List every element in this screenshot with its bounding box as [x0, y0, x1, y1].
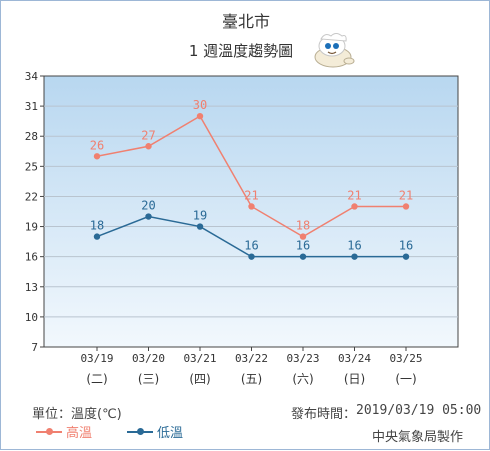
x-tick-label: 03/20 [132, 352, 165, 365]
data-point [196, 112, 204, 120]
x-weekday-label: (六) [292, 372, 313, 386]
issue-time: 發布時間： 2019/03/19 05:00 [291, 403, 481, 422]
legend-high-label: 高溫 [66, 426, 93, 441]
data-point [145, 213, 152, 220]
data-point [248, 203, 255, 210]
cloud-mascot-icon [314, 33, 355, 68]
chart-title: 臺北市 [222, 12, 270, 31]
x-axis-ticks: 03/19 (二) 03/20 (三) 03/21 (四) 03/22 (五) 03/23 (六)… [80, 347, 423, 386]
y-tick-label: 31 [25, 100, 38, 113]
x-tick-label: 03/22 [235, 352, 268, 365]
issue-time-value: 2019/03/19 05:00 [356, 403, 482, 418]
data-point [145, 143, 152, 150]
data-label: 16 [399, 239, 413, 253]
data-label: 18 [90, 219, 104, 233]
y-tick-label: 7 [31, 341, 38, 354]
data-point [196, 223, 204, 230]
plot-area [43, 75, 459, 348]
data-label: 27 [141, 128, 155, 142]
y-tick-label: 16 [25, 251, 38, 264]
data-point [93, 153, 101, 160]
issue-time-label: 發布時間： [291, 407, 357, 422]
data-label: 16 [296, 239, 310, 253]
agency-credit: 中央氣象局製作 [372, 430, 464, 445]
y-tick-label: 28 [25, 130, 38, 143]
data-point [248, 253, 255, 260]
data-label: 26 [90, 138, 104, 152]
x-tick-label: 03/23 [286, 352, 319, 365]
data-point [351, 203, 358, 210]
y-axis-ticks: 7 10 13 16 19 22 25 28 31 34 [25, 70, 44, 354]
legend-high-marker [36, 427, 62, 435]
data-point [299, 253, 307, 260]
data-label: 21 [244, 188, 258, 202]
x-tick-label: 03/21 [183, 352, 216, 365]
y-tick-label: 22 [25, 190, 38, 203]
y-tick-label: 25 [25, 160, 38, 173]
data-label: 19 [193, 209, 207, 223]
data-label: 21 [347, 188, 361, 202]
data-label: 21 [399, 188, 413, 202]
x-tick-label: 03/25 [389, 352, 422, 365]
x-tick-label: 03/24 [338, 352, 371, 365]
y-tick-label: 19 [25, 221, 38, 234]
y-tick-label: 34 [25, 70, 39, 83]
legend-high: 高溫 [36, 422, 92, 441]
x-weekday-label: (五) [241, 372, 262, 386]
data-point [402, 203, 410, 210]
legend-low-marker [127, 427, 153, 435]
data-point [93, 233, 101, 240]
unit-label: 單位：溫度(℃) [32, 407, 122, 422]
chart-subtitle: 1 週溫度趨勢圖 [189, 42, 293, 60]
x-tick-label: 03/19 [80, 352, 113, 365]
data-label: 18 [296, 219, 310, 233]
series-layer: 26 27 30 21 18 21 21 18 20 19 16 16 16 16 [90, 98, 413, 260]
data-label: 16 [347, 239, 361, 253]
data-label: 20 [141, 199, 155, 213]
data-point [299, 233, 307, 240]
x-weekday-label: (四) [189, 372, 210, 386]
y-tick-label: 13 [25, 281, 38, 294]
x-weekday-label: (三) [138, 372, 159, 386]
legend-low-label: 低溫 [157, 426, 184, 441]
data-label: 30 [193, 98, 207, 112]
x-weekday-label: (二) [86, 372, 107, 386]
data-point [402, 253, 410, 260]
x-weekday-label: (日) [344, 372, 365, 386]
legend-low: 低溫 [127, 422, 183, 441]
y-tick-label: 10 [25, 311, 38, 324]
data-point [351, 253, 358, 260]
data-label: 16 [244, 239, 258, 253]
x-weekday-label: (一) [395, 372, 416, 386]
